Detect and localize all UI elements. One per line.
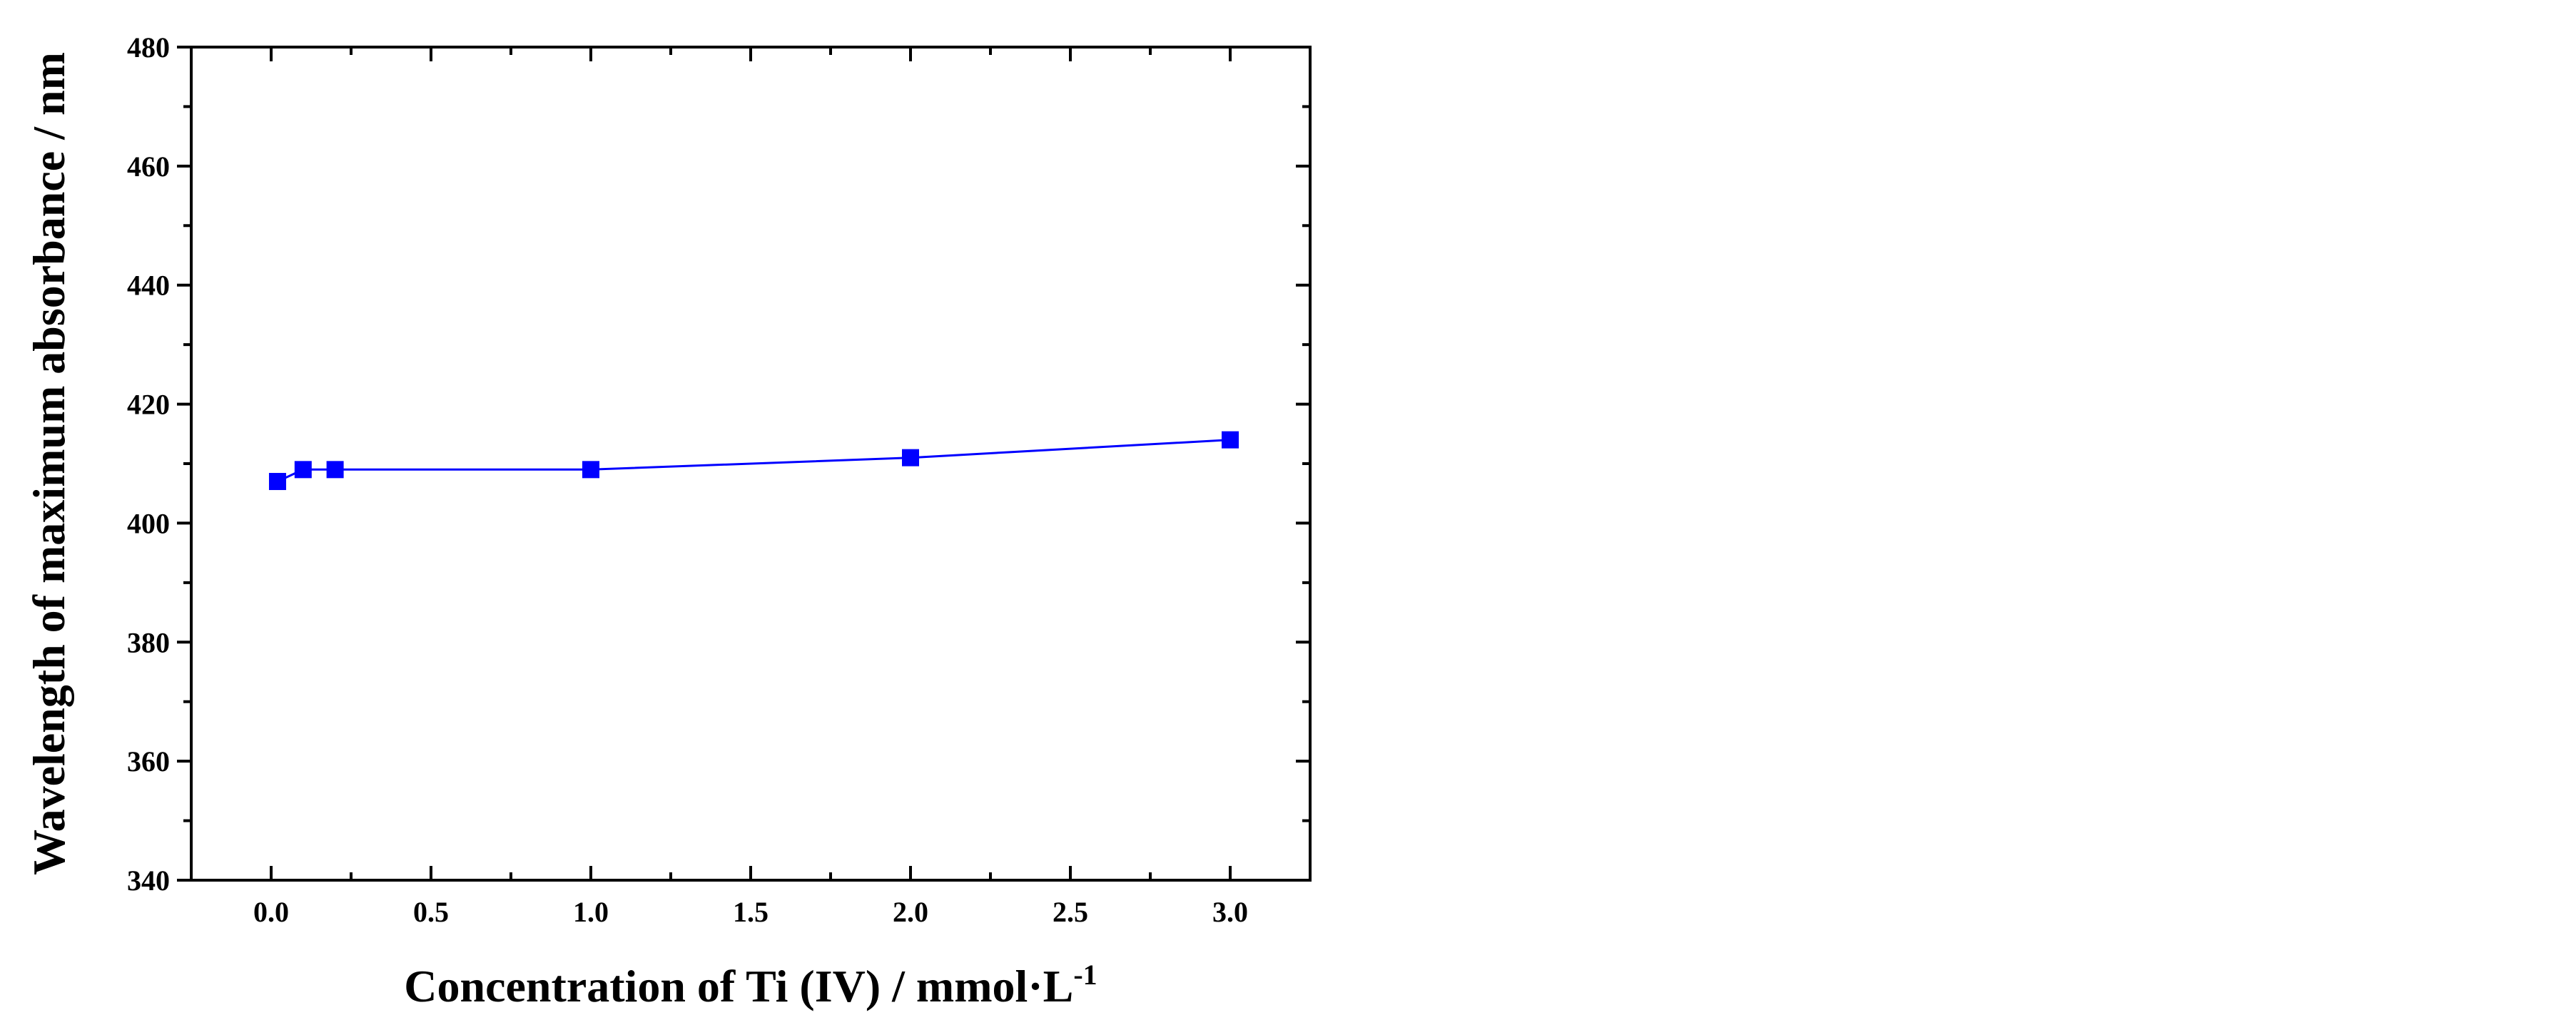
y-tick-label: 420 bbox=[127, 389, 170, 421]
data-point bbox=[326, 461, 344, 479]
data-point bbox=[294, 461, 312, 479]
axis-tick-labels: 0.0 0.5 1.0 1.5 2.0 2.5 3.0 340 360 380 400 420 440 4… bbox=[127, 31, 1248, 928]
x-axis-title: Concentration of Ti (IV) / mmol·L-1 bbox=[404, 959, 1097, 1011]
data-point bbox=[268, 473, 286, 491]
y-tick-label: 440 bbox=[127, 270, 170, 302]
axis-ticks bbox=[177, 46, 1310, 882]
x-tick-label: 0.0 bbox=[253, 896, 289, 928]
y-axis-title: Wavelength of maximum absorbance / nm bbox=[24, 52, 74, 875]
y-tick-label: 400 bbox=[127, 507, 170, 539]
data-series bbox=[268, 431, 1239, 491]
y-tick-label: 360 bbox=[127, 745, 170, 777]
data-point bbox=[582, 461, 599, 479]
data-point bbox=[902, 449, 919, 466]
x-tick-label: 1.5 bbox=[733, 896, 769, 928]
x-tick-label: 1.0 bbox=[573, 896, 609, 928]
x-tick-label: 3.0 bbox=[1212, 896, 1248, 928]
y-tick-label: 480 bbox=[127, 31, 170, 63]
y-tick-label: 340 bbox=[127, 864, 170, 897]
x-tick-label: 0.5 bbox=[413, 896, 449, 928]
series-line bbox=[277, 439, 1231, 483]
data-point bbox=[1222, 431, 1239, 449]
x-tick-label: 2.0 bbox=[893, 896, 928, 928]
y-tick-label: 460 bbox=[127, 151, 170, 183]
y-tick-label: 380 bbox=[127, 626, 170, 658]
x-tick-label: 2.5 bbox=[1053, 896, 1088, 928]
